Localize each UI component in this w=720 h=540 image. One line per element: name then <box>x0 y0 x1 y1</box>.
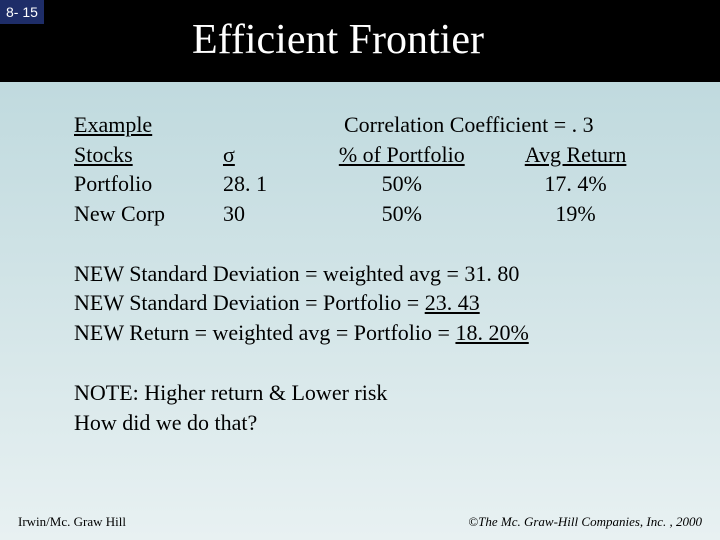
note-block: NOTE: Higher return & Lower risk How did… <box>74 378 660 437</box>
cell-ret-1: 19% <box>491 199 660 229</box>
footer-left: Irwin/Mc. Graw Hill <box>18 514 126 530</box>
slide-number: 8- 15 <box>0 0 44 24</box>
h-sigma: σ <box>223 140 312 170</box>
spacer <box>224 110 314 140</box>
footer-right: ©The Mc. Graw-Hill Companies, Inc. , 200… <box>468 514 702 530</box>
sd-portfolio-pre: NEW Standard Deviation = Portfolio = <box>74 290 425 315</box>
h-pct: % of Portfolio <box>312 140 491 170</box>
cell-sigma-1: 30 <box>223 199 312 229</box>
content-area: Example Correlation Coefficient = . 3 St… <box>0 82 720 437</box>
note-line-1: NOTE: Higher return & Lower risk <box>74 378 660 408</box>
return-line: NEW Return = weighted avg = Portfolio = … <box>74 318 660 348</box>
row-data-1: New Corp 30 50% 19% <box>74 199 660 229</box>
cell-sigma-0: 28. 1 <box>223 169 312 199</box>
slide-title: Efficient Frontier <box>192 16 484 64</box>
header-bar: 8- 15 Efficient Frontier <box>0 0 720 82</box>
sd-portfolio-line: NEW Standard Deviation = Portfolio = 23.… <box>74 288 660 318</box>
h-stocks: Stocks <box>74 140 223 170</box>
calc-block: NEW Standard Deviation = weighted avg = … <box>74 259 660 348</box>
return-pre: NEW Return = weighted avg = Portfolio = <box>74 320 455 345</box>
footer: Irwin/Mc. Graw Hill ©The Mc. Graw-Hill C… <box>0 514 720 530</box>
example-header: Example <box>74 110 224 140</box>
return-val: 18. 20% <box>455 320 528 345</box>
note-line-2: How did we do that? <box>74 408 660 438</box>
row-headers: Stocks σ % of Portfolio Avg Return <box>74 140 660 170</box>
correlation-text: Correlation Coefficient = . 3 <box>314 110 660 140</box>
cell-name-1: New Corp <box>74 199 223 229</box>
cell-pct-1: 50% <box>312 199 491 229</box>
row-example-corr: Example Correlation Coefficient = . 3 <box>74 110 660 140</box>
h-ret: Avg Return <box>491 140 660 170</box>
cell-ret-0: 17. 4% <box>491 169 660 199</box>
cell-name-0: Portfolio <box>74 169 223 199</box>
cell-pct-0: 50% <box>312 169 491 199</box>
sd-weighted-line: NEW Standard Deviation = weighted avg = … <box>74 259 660 289</box>
sd-portfolio-val: 23. 43 <box>425 290 480 315</box>
row-data-0: Portfolio 28. 1 50% 17. 4% <box>74 169 660 199</box>
